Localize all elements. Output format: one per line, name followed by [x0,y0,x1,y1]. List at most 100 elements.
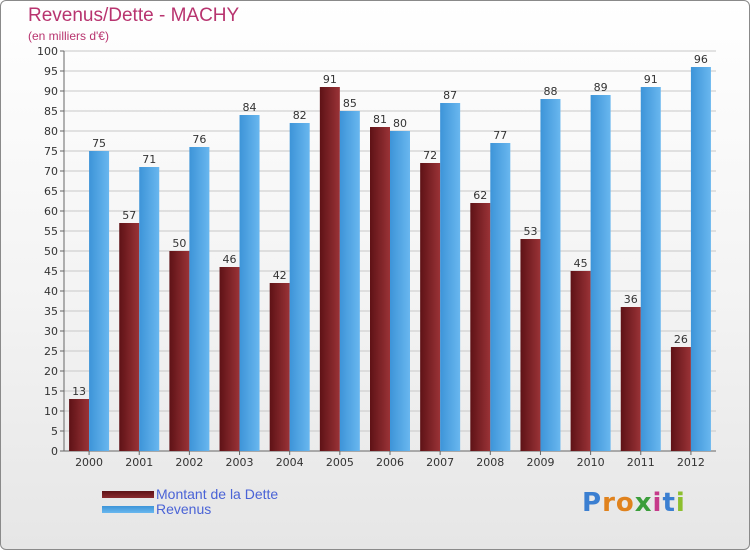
chart-title: Revenus/Dette - MACHY [28,5,240,26]
y-tick-label: 15 [44,385,58,398]
bar-revenue-2007 [440,103,461,451]
bar-debt-2010 [570,271,591,451]
bar-revenue-2002 [189,147,210,451]
y-tick-label: 55 [44,225,58,238]
y-tick-label: 20 [44,365,58,378]
y-tick-label: 30 [44,325,58,338]
bar-debt-2004 [269,283,290,451]
value-label-debt-2010: 45 [574,257,588,270]
x-tick-label-2004: 2004 [276,456,304,469]
x-tick-label-2008: 2008 [476,456,504,469]
x-tick-label-2007: 2007 [426,456,454,469]
y-tick-label: 95 [44,65,58,78]
logo-letter: P [582,488,603,518]
value-label-revenue-2003: 84 [243,101,257,114]
value-label-revenue-2004: 82 [293,109,307,122]
legend-label-debt: Montant de la Dette [156,486,279,502]
legend-swatch-debt [102,491,154,498]
y-tick-label: 60 [44,205,58,218]
value-label-revenue-2006: 80 [393,117,407,130]
x-tick-label-2010: 2010 [577,456,605,469]
bar-debt-2005 [319,87,340,451]
y-tick-label: 100 [37,45,58,58]
value-label-debt-2009: 53 [523,225,537,238]
y-tick-label: 90 [44,85,58,98]
value-label-debt-2011: 36 [624,293,638,306]
bar-debt-2001 [119,223,140,451]
y-tick-label: 40 [44,285,58,298]
x-tick-label-2000: 2000 [75,456,103,469]
x-tick-label-2005: 2005 [326,456,354,469]
x-tick-label-2012: 2012 [677,456,705,469]
logo-letter: t [662,488,676,518]
value-label-revenue-2000: 75 [92,137,106,150]
bar-revenue-2006 [390,131,410,451]
chart-subtitle: (en milliers d'€) [28,29,109,43]
value-label-debt-2001: 57 [122,209,136,222]
y-tick-label: 75 [44,145,58,158]
value-label-revenue-2011: 91 [644,73,658,86]
bar-revenue-2010 [590,95,611,451]
value-label-debt-2005: 91 [323,73,337,86]
x-tick-label-2011: 2011 [627,456,655,469]
y-tick-label: 85 [44,105,58,118]
y-tick-label: 65 [44,185,58,198]
value-label-debt-2006: 81 [373,113,387,126]
x-tick-label-2006: 2006 [376,456,404,469]
x-tick-label-2001: 2001 [125,456,153,469]
y-tick-label: 35 [44,305,58,318]
bar-debt-2002 [169,251,190,451]
y-tick-label: 25 [44,345,58,358]
x-tick-label-2002: 2002 [175,456,203,469]
y-tick-label: 80 [44,125,58,138]
logo-letter: i [652,488,663,518]
value-label-revenue-2001: 71 [142,153,156,166]
bar-debt-2000 [69,399,90,451]
logo-letter: i [675,488,686,518]
value-label-debt-2012: 26 [674,333,688,346]
bar-debt-2011 [620,307,641,451]
bar-debt-2012 [670,347,691,451]
bar-revenue-2004 [289,123,310,451]
y-tick-label: 50 [44,245,58,258]
labels: 0 5 10 15 20 25 30 35 40 45 50 55 60 65 70 75 80 85 90 95 10… [37,45,708,469]
value-label-debt-2004: 42 [273,269,287,282]
value-label-revenue-2012: 96 [694,53,708,66]
bar-debt-2003 [219,267,240,451]
value-label-debt-2003: 46 [223,253,237,266]
value-label-debt-2000: 13 [72,385,86,398]
logo-letter: x [634,488,653,518]
bar-debt-2006 [370,127,390,451]
legend-label-revenue: Revenus [156,501,212,517]
y-tick-label: 70 [44,165,58,178]
bar-revenue-2005 [339,111,360,451]
y-tick-label: 10 [44,405,58,418]
bar-revenue-2011 [640,87,661,451]
x-tick-label-2009: 2009 [526,456,554,469]
x-tick-label-2003: 2003 [226,456,254,469]
y-tick-label: 5 [51,425,58,438]
bar-revenue-2003 [239,115,260,451]
y-tick-label: 0 [51,445,58,458]
logo-letter: o [615,488,635,518]
bar-debt-2009 [520,239,541,451]
bar-revenue-2000 [89,151,110,451]
logo-letter: r [602,488,616,518]
value-label-revenue-2005: 85 [343,97,357,110]
bar-debt-2008 [470,203,491,451]
bar-revenue-2008 [490,143,511,451]
value-label-revenue-2007: 87 [443,89,457,102]
legend-swatch-revenue [102,506,154,513]
value-label-debt-2008: 62 [473,189,487,202]
proxiti-logo: Proxiti [582,488,686,518]
value-label-debt-2007: 72 [423,149,437,162]
value-label-debt-2002: 50 [172,237,186,250]
value-label-revenue-2008: 77 [493,129,507,142]
bars [69,67,711,451]
bar-debt-2007 [420,163,441,451]
bar-revenue-2009 [540,99,561,451]
value-label-revenue-2010: 89 [594,81,608,94]
bar-revenue-2012 [690,67,711,451]
